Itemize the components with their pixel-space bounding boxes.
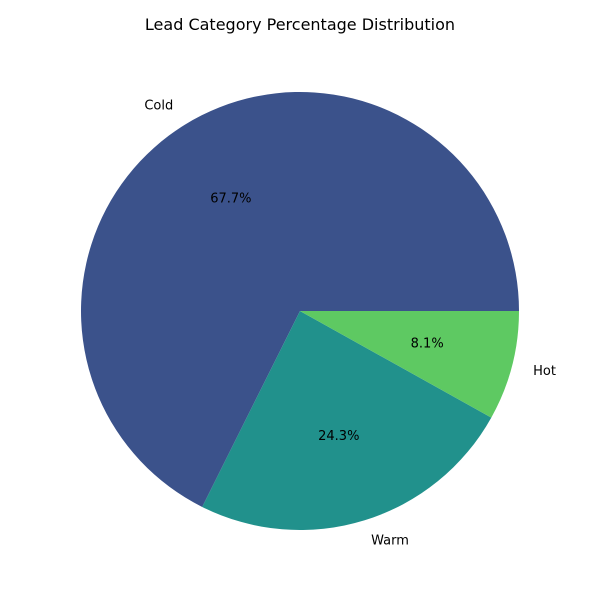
pie-slice-hot bbox=[300, 311, 519, 418]
pie-slice-cold bbox=[81, 91, 519, 507]
pie-slices bbox=[81, 91, 519, 530]
slice-label-hot: Hot bbox=[533, 364, 556, 379]
slice-percentage-hot: 8.1% bbox=[411, 337, 444, 352]
chart-title: Lead Category Percentage Distribution bbox=[145, 15, 455, 34]
slice-percentage-warm: 24.3% bbox=[318, 429, 359, 444]
slice-label-warm: Warm bbox=[371, 534, 409, 549]
pie-labels: Cold 67.7% Warm 24.3% Hot 8.1% bbox=[144, 99, 556, 549]
pie-slice-warm bbox=[202, 311, 492, 530]
slice-percentage-cold: 67.7% bbox=[210, 192, 251, 207]
slice-label-cold: Cold bbox=[144, 99, 173, 114]
